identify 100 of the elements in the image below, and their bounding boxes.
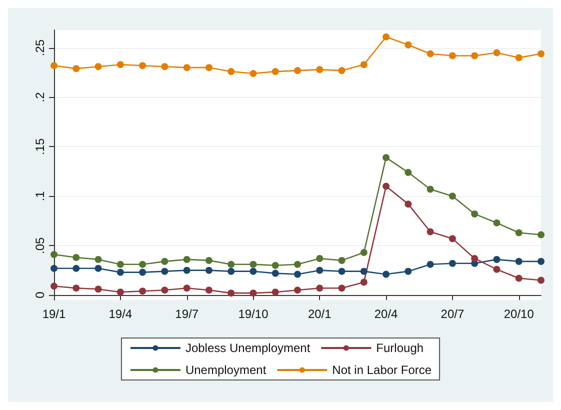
point xyxy=(94,63,102,70)
point xyxy=(471,254,478,262)
point xyxy=(493,49,500,56)
point xyxy=(426,260,434,268)
point xyxy=(426,228,434,236)
point xyxy=(382,33,390,40)
point xyxy=(515,258,522,265)
point xyxy=(228,260,235,268)
point xyxy=(493,256,500,263)
point xyxy=(139,260,146,268)
point xyxy=(94,286,102,293)
point xyxy=(448,235,456,242)
point xyxy=(50,62,58,70)
point xyxy=(139,268,146,276)
point xyxy=(316,284,324,292)
point xyxy=(538,231,544,238)
x-tick-label: 19/7 xyxy=(175,307,199,321)
legend-label: Jobless Unemployment xyxy=(185,341,311,355)
point xyxy=(493,266,500,273)
legend-label: Furlough xyxy=(376,341,424,355)
point xyxy=(316,66,324,74)
point xyxy=(272,262,279,269)
x-tick-label: 20/7 xyxy=(440,307,464,321)
point xyxy=(360,278,368,286)
point xyxy=(228,268,235,275)
point xyxy=(515,274,522,282)
y-tick-label: .25 xyxy=(33,39,47,56)
point xyxy=(515,54,522,62)
point xyxy=(161,268,168,275)
point xyxy=(404,200,412,208)
legend-label: Unemployment xyxy=(185,363,267,377)
point xyxy=(228,68,235,76)
point xyxy=(338,256,346,264)
point xyxy=(183,256,190,263)
point xyxy=(538,258,544,265)
point xyxy=(205,266,212,274)
point xyxy=(72,264,80,272)
point xyxy=(493,219,500,226)
point xyxy=(139,62,146,70)
point xyxy=(72,254,80,261)
point xyxy=(250,260,257,268)
point xyxy=(360,268,368,275)
point xyxy=(316,266,324,274)
point xyxy=(360,61,368,68)
point xyxy=(404,41,412,48)
point xyxy=(139,288,146,295)
point xyxy=(50,264,58,272)
y-tick-label: .2 xyxy=(33,92,47,102)
point xyxy=(338,67,346,74)
point xyxy=(250,290,257,297)
x-tick-label: 20/1 xyxy=(308,307,332,321)
point xyxy=(161,286,168,294)
point xyxy=(382,154,390,162)
point xyxy=(382,270,390,278)
y-tick-label: .15 xyxy=(33,138,47,156)
point xyxy=(404,168,412,176)
point xyxy=(426,186,434,193)
point xyxy=(94,264,102,272)
point xyxy=(183,284,190,292)
point xyxy=(448,260,456,267)
point xyxy=(272,270,279,277)
point xyxy=(72,65,80,72)
point xyxy=(205,286,212,294)
point xyxy=(50,282,58,290)
point xyxy=(360,249,368,256)
point xyxy=(72,284,80,292)
point xyxy=(404,268,412,275)
point xyxy=(316,254,324,262)
point xyxy=(448,52,456,60)
point xyxy=(116,260,124,268)
x-tick-label: 20/4 xyxy=(374,307,398,321)
point xyxy=(538,276,544,284)
point xyxy=(183,64,190,72)
x-tick-label: 19/10 xyxy=(238,307,269,321)
point xyxy=(50,251,58,258)
point xyxy=(116,288,124,296)
point xyxy=(294,260,301,268)
point xyxy=(116,268,124,276)
point xyxy=(338,268,346,275)
point xyxy=(205,64,212,72)
point xyxy=(448,192,456,200)
y-tick-label: .05 xyxy=(33,236,47,254)
x-tick-label: 19/1 xyxy=(42,307,66,321)
point xyxy=(471,52,478,60)
point xyxy=(294,270,301,278)
point xyxy=(338,284,346,292)
point xyxy=(471,210,478,218)
point xyxy=(250,268,257,275)
point xyxy=(272,288,279,296)
y-tick-label: 0 xyxy=(33,291,47,298)
point xyxy=(426,50,434,58)
point xyxy=(250,70,257,78)
legend-label: Not in Labor Force xyxy=(332,363,432,377)
point xyxy=(294,67,301,74)
point xyxy=(183,266,190,274)
point xyxy=(515,229,522,236)
point xyxy=(294,286,301,294)
point xyxy=(382,182,390,190)
x-tick-label: 19/4 xyxy=(108,307,132,321)
y-tick-label: .1 xyxy=(33,190,47,202)
